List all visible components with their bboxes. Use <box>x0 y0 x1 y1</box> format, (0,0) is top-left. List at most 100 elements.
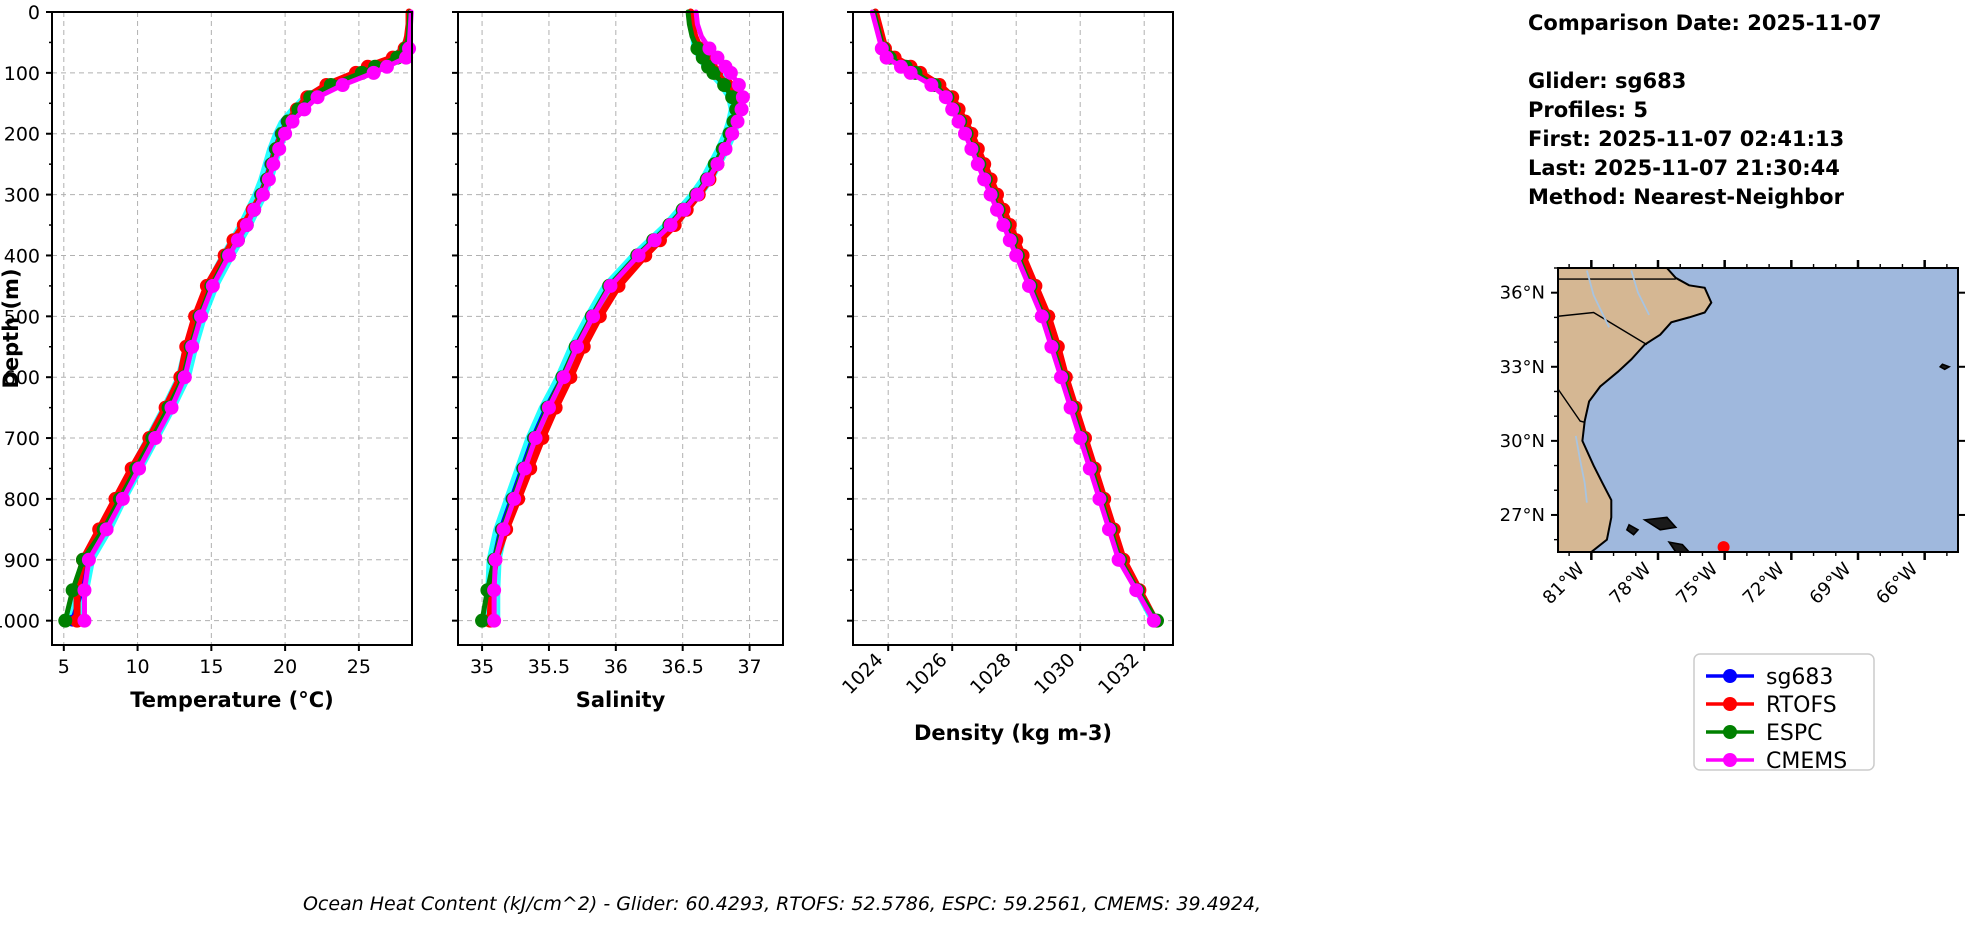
series-marker-cmems <box>496 522 511 537</box>
ytick-label: 800 <box>4 489 40 511</box>
series-marker-cmems <box>1102 522 1116 537</box>
ytick-label: 100 <box>4 63 40 85</box>
metadata-method: Method: Nearest-Neighbor <box>1528 185 1845 209</box>
series-marker-cmems <box>194 309 209 324</box>
figure-caption: Ocean Heat Content (kJ/cm^2) - Glider: 6… <box>303 893 1261 915</box>
series-marker-cmems <box>230 233 245 248</box>
ytick-label: 400 <box>4 245 40 267</box>
series-marker-cmems <box>958 126 972 141</box>
series-marker-cmems <box>1054 370 1068 385</box>
series-marker-cmems <box>1092 491 1107 506</box>
map-state-border <box>1558 311 1648 346</box>
series-marker-cmems <box>366 65 381 80</box>
series-marker-cmems <box>528 431 543 446</box>
series-marker-cmems <box>1129 583 1144 598</box>
metadata-glider: Glider: sg683 <box>1528 69 1686 93</box>
xaxis-label-1: Temperature (°C) <box>130 688 333 712</box>
xtick-label: 5 <box>58 656 70 678</box>
series-marker-espc <box>725 90 740 105</box>
ytick-label: 700 <box>4 428 40 450</box>
series-marker-espc <box>717 78 732 93</box>
series-marker-cmems <box>278 126 293 141</box>
series-marker-cmems <box>663 218 678 233</box>
series-marker-cmems <box>938 90 953 105</box>
series-marker-cmems <box>185 339 200 354</box>
series-marker-cmems <box>222 248 237 263</box>
ytick-label: 200 <box>4 124 40 146</box>
map-island <box>1642 516 1678 531</box>
ytick-label: 1000 <box>0 611 40 633</box>
series-marker-cmems <box>487 613 502 628</box>
series-marker-cmems <box>335 78 350 93</box>
series-marker-cmems <box>690 187 705 202</box>
xtick-label: 1026 <box>902 649 952 699</box>
series-marker-cmems <box>903 65 918 80</box>
map-lon-label: 78°W <box>1606 559 1656 609</box>
xtick-label: 20 <box>273 656 297 678</box>
series-marker-cmems <box>1044 339 1059 354</box>
series-marker-cmems <box>723 65 738 80</box>
map-frame <box>1557 267 1959 553</box>
map-river <box>1630 270 1650 316</box>
map-lat-label: 33°N <box>1500 357 1545 378</box>
map-lat-label: 30°N <box>1500 431 1545 452</box>
series-marker-cmems <box>990 202 1004 217</box>
legend-label-espc: ESPC <box>1766 721 1823 746</box>
map-island <box>1667 540 1691 552</box>
series-marker-cmems <box>924 78 939 93</box>
series-marker-cmems <box>718 141 733 156</box>
series-marker-cmems <box>603 278 618 293</box>
series-marker-cmems <box>586 309 601 324</box>
series-marker-cmems <box>517 461 532 476</box>
map-island <box>1625 523 1640 536</box>
series-marker-cmems <box>731 78 746 93</box>
plot-frame-2 <box>457 11 784 646</box>
series-marker-cmems <box>164 400 179 415</box>
series-marker-cmems <box>556 370 571 385</box>
series-marker-cmems <box>631 248 646 263</box>
xtick-label: 35.5 <box>528 656 570 678</box>
map-state-border <box>1558 388 1585 423</box>
series-marker-cmems <box>541 400 556 415</box>
map-lon-label: 75°W <box>1672 559 1722 609</box>
series-marker-cmems <box>77 613 92 628</box>
series-marker-cmems <box>970 157 985 172</box>
map-lat-label: 36°N <box>1500 283 1545 304</box>
series-marker-cmems <box>977 172 992 187</box>
ytick-label: 500 <box>4 306 40 328</box>
series-marker-cmems <box>488 552 503 567</box>
series-marker-cmems <box>261 172 276 187</box>
yaxis-label: Depth (m) <box>0 268 23 388</box>
series-marker-espc <box>65 583 80 598</box>
series-marker-cmems <box>115 491 130 506</box>
series-marker-cmems <box>730 114 745 129</box>
series-marker-espc <box>58 613 73 628</box>
metadata-profiles: Profiles: 5 <box>1528 98 1648 122</box>
series-marker-cmems <box>266 157 281 172</box>
series-marker-cmems <box>99 522 114 537</box>
xtick-label: 1024 <box>838 649 888 699</box>
series-marker-cmems <box>570 339 585 354</box>
map-island <box>1938 363 1951 371</box>
series-marker-cmems <box>647 233 662 248</box>
metadata-comparison-date: Comparison Date: 2025-11-07 <box>1528 11 1882 35</box>
series-marker-cmems <box>239 218 254 233</box>
metadata-first: First: 2025-11-07 02:41:13 <box>1528 127 1844 151</box>
map-lon-label: 81°W <box>1539 559 1589 609</box>
series-marker-cmems <box>1022 278 1036 293</box>
series-marker-cmems <box>964 141 979 156</box>
series-marker-cmems <box>945 102 960 117</box>
legend-marker-rtofs <box>1723 697 1737 711</box>
series-marker-cmems <box>1002 233 1017 248</box>
series-marker-cmems <box>507 491 522 506</box>
map-landmass <box>1558 268 1713 552</box>
xtick-label: 37 <box>737 656 761 678</box>
xtick-label: 35 <box>470 656 494 678</box>
series-marker-cmems <box>310 90 325 105</box>
xtick-label: 36.5 <box>662 656 704 678</box>
ytick-label: 300 <box>4 185 40 207</box>
series-marker-cmems <box>205 278 220 293</box>
plot-background-3 <box>853 12 1173 645</box>
metadata-last: Last: 2025-11-07 21:30:44 <box>1528 156 1840 180</box>
